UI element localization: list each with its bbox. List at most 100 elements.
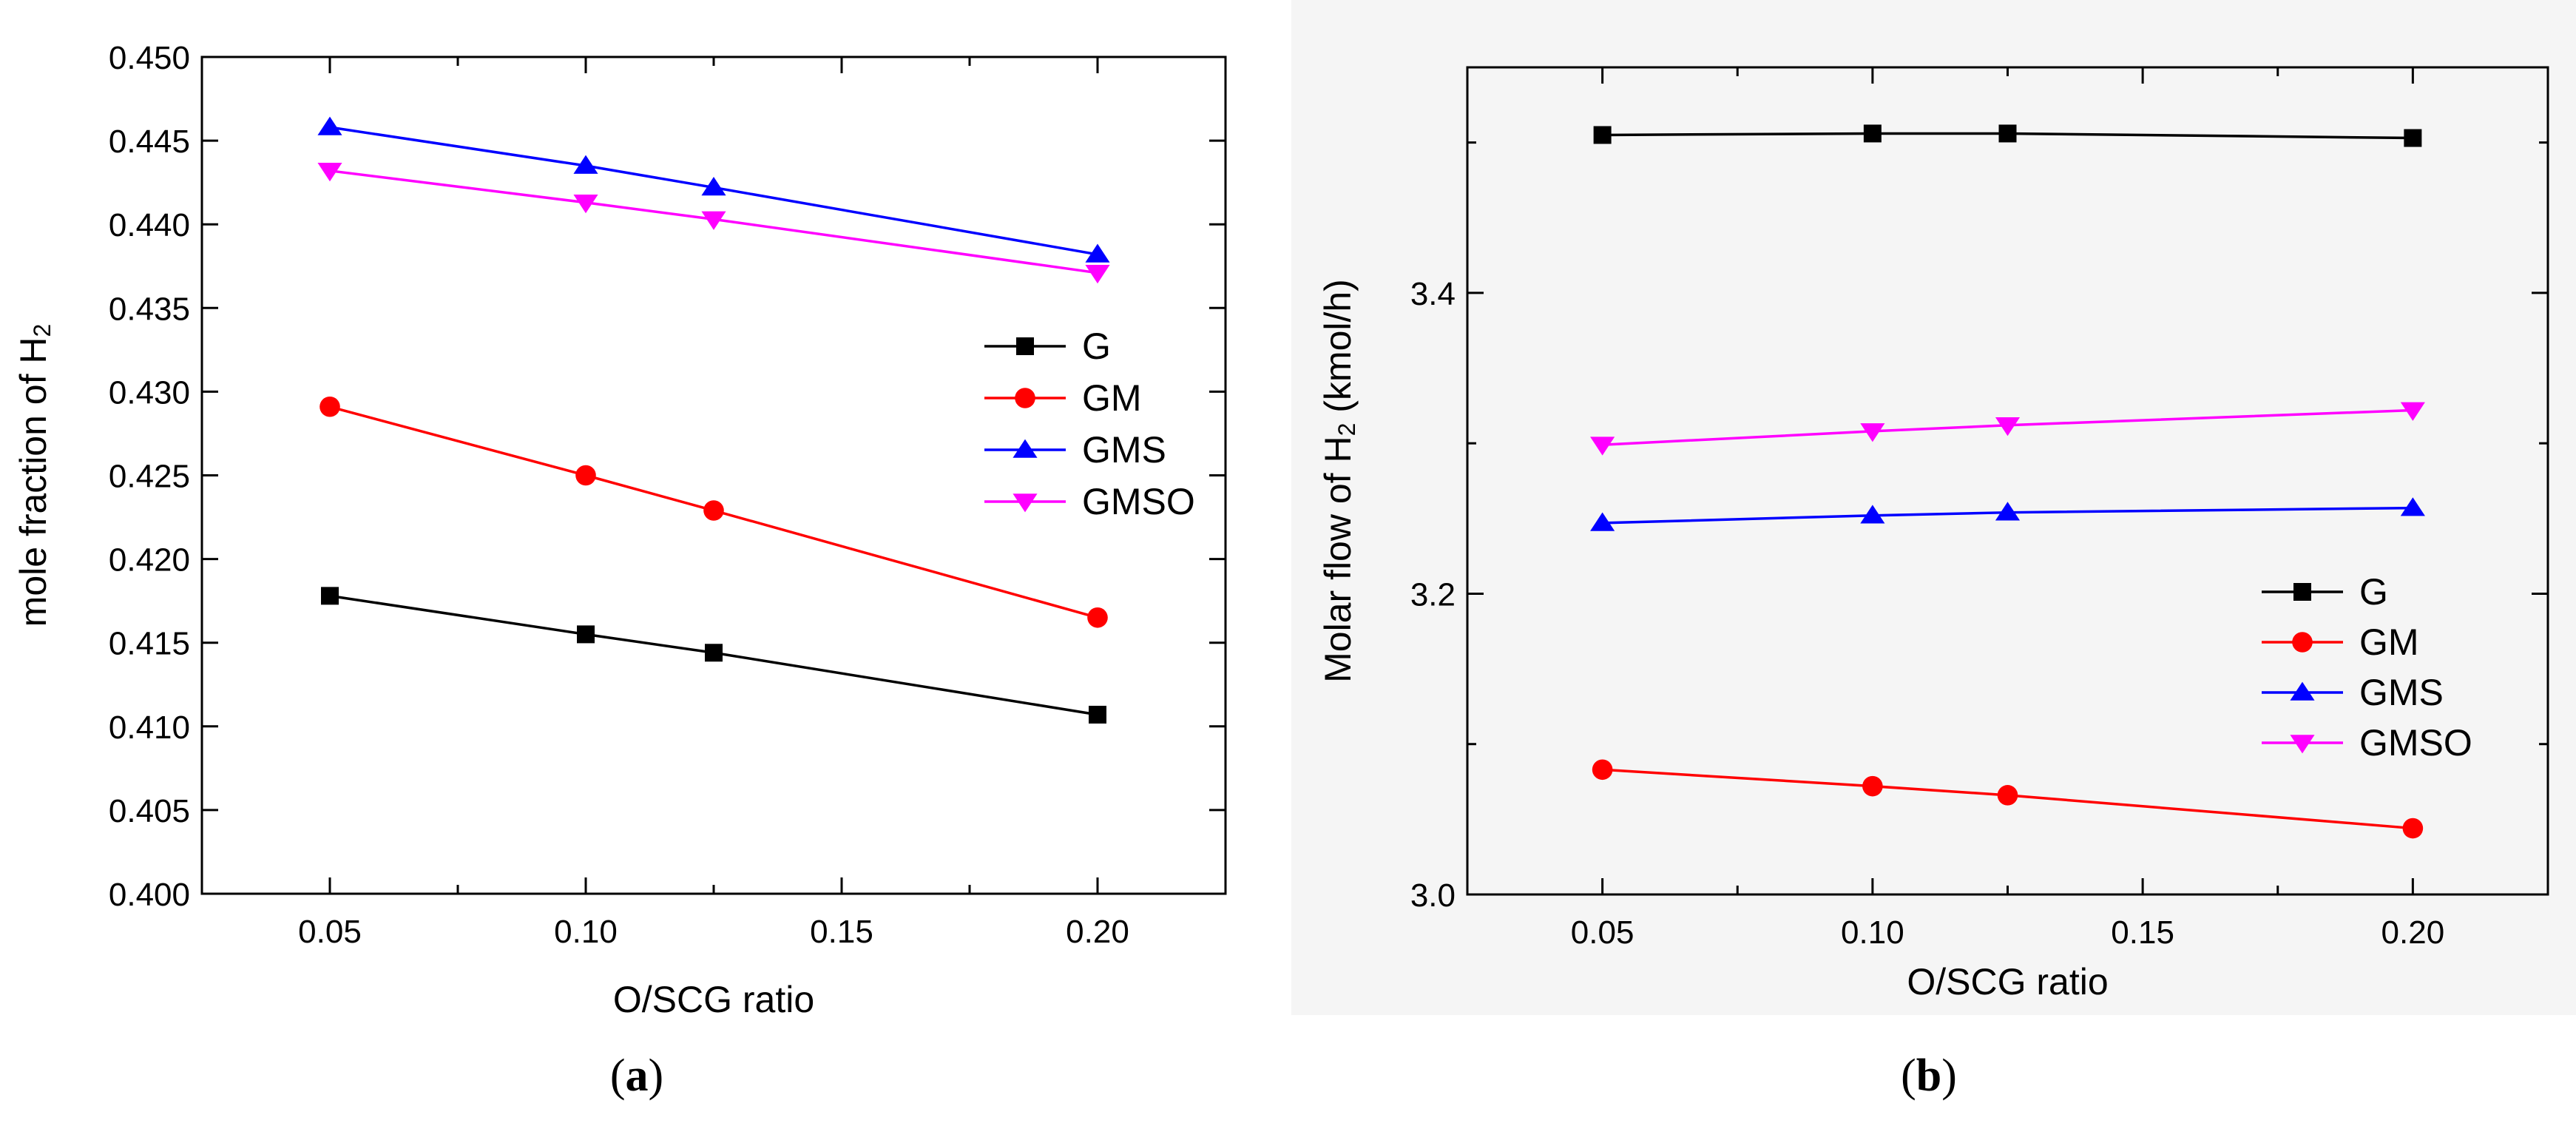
panel-a-point-gms [573, 155, 598, 174]
panel-a-point-gmso [1085, 264, 1110, 284]
panel-b-ticks: 3.0 3.2 3.4 0.05 0.10 0.15 0.20 [1410, 67, 2548, 951]
panel-a-y-tick-label: 0.430 [109, 374, 190, 411]
panel-b-series-line-g [1602, 132, 2413, 140]
panel-b-point-gmso [1995, 417, 2021, 437]
panel-b-legend-marker-gmso [2290, 735, 2315, 754]
panel-b-legend-label-g: G [2359, 571, 2388, 613]
panel-b-point-g [1863, 124, 1882, 143]
panel-a-legend: G GM GMS GMSO [984, 326, 1195, 522]
panel-b-y-axis-label-subscript: 2 [1333, 423, 1360, 437]
panel-b-x-axis-label: O/SCG ratio [1907, 961, 2108, 1002]
panel-a-y-tick-label: 0.445 [109, 124, 190, 160]
panel-a-y-tick-label: 0.425 [109, 459, 190, 495]
panel-b-point-gms [1590, 512, 1615, 531]
panel-b-series-lines [1602, 132, 2413, 830]
panel-a-legend-label-gms: GMS [1082, 429, 1166, 471]
panel-b-legend-label-gmso: GMSO [2359, 722, 2472, 764]
panel-b-x-tick-label: 0.10 [1841, 914, 1904, 951]
panel-a-point-g [321, 587, 339, 605]
panel-b-point-gms [2400, 497, 2425, 516]
panel-a-legend-label-gm: GM [1082, 377, 1142, 419]
panel-a-y-tick-label: 0.415 [109, 626, 190, 662]
panel-b-legend-label-gm: GM [2359, 621, 2419, 663]
panel-a-y-tick-label: 0.400 [109, 877, 190, 913]
panel-a-x-axis-label: O/SCG ratio [613, 979, 814, 1020]
panel-a-caption: (a) [610, 1051, 663, 1101]
panel-a-x-tick-label: 0.20 [1066, 914, 1129, 950]
panel-b-point-gmso [1860, 423, 1885, 442]
panel-a-legend-label-gmso: GMSO [1082, 481, 1195, 522]
panel-a-x-tick-label: 0.15 [810, 914, 873, 950]
panel-b-y-axis-label-suffix: (kmol/h) [1317, 279, 1359, 422]
panel-a-series-line-gm [329, 405, 1098, 619]
panel-a-y-tick-label: 0.420 [109, 542, 190, 579]
panel-a-point-gm [703, 500, 724, 521]
panel-a-y-tick-label: 0.410 [109, 710, 190, 746]
panel-a-point-gmso [317, 163, 342, 182]
panel-a-point-gm [320, 396, 340, 417]
panel-b-caption: (b) [1901, 1051, 1957, 1101]
panel-b-point-gmso [2400, 402, 2425, 421]
panel-b-y-axis-label: Molar flow of H2 (kmol/h) [1317, 279, 1360, 683]
panel-a-point-g [1089, 705, 1106, 724]
panel-a-markers [317, 116, 1110, 724]
panel-a-point-g [577, 625, 595, 644]
panel-b-plot-frame [1466, 66, 2549, 896]
panel-b-legend-marker-g [2293, 583, 2311, 601]
panel-b-series-line-gmso [1602, 408, 2413, 446]
panel-b-y-tick-label: 3.0 [1410, 877, 1456, 914]
panel-b-series-line-gms [1602, 506, 2413, 525]
chart-panel-b: 3.0 3.2 3.4 0.05 0.10 0.15 0.20 G GM GMS GMSO O/S… [1291, 0, 2576, 1101]
panel-a-point-gms [317, 116, 342, 135]
panel-a-series-lines [329, 126, 1098, 716]
panel-b-point-g [1593, 126, 1612, 144]
panel-a-series-line-gmso [329, 169, 1098, 274]
panel-b-x-tick-label: 0.20 [2381, 914, 2445, 951]
panel-b-point-gm [2402, 818, 2424, 839]
panel-b-y-tick-label: 3.2 [1410, 576, 1456, 613]
panel-a-x-tick-label: 0.10 [554, 914, 618, 950]
panel-b-caption-letter: b [1916, 1051, 1941, 1101]
panel-a-legend-marker-gmso [1013, 493, 1038, 513]
panel-b-point-g [1998, 124, 2017, 143]
panel-a-point-gmso [573, 194, 598, 214]
panel-b-legend-label-gms: GMS [2359, 672, 2444, 713]
panel-b-x-tick-label: 0.05 [1571, 914, 1634, 951]
panel-b-y-axis-label-main: Molar flow of H [1317, 436, 1359, 682]
panel-b-point-g [2404, 129, 2422, 147]
panel-a-y-tick-label: 0.435 [109, 291, 190, 327]
panel-a-point-gm [575, 465, 596, 486]
panel-b-legend-marker-gm [2292, 632, 2313, 653]
panel-a-legend-marker-gm [1015, 388, 1035, 408]
panel-a-ticks: 0.400 0.405 0.410 0.415 0.420 0.425 0.430 0.435… [109, 40, 1226, 950]
panel-b-x-tick-label: 0.15 [2111, 914, 2174, 951]
panel-a-point-gmso [701, 211, 726, 230]
panel-a-point-g [705, 644, 723, 662]
panel-b-point-gm [1862, 775, 1883, 797]
panel-a-series-line-gms [329, 126, 1098, 256]
panel-b-legend: G GM GMS GMSO [2262, 571, 2472, 764]
panel-a-point-gms [701, 177, 726, 196]
panel-a-legend-marker-g [1016, 337, 1034, 355]
panel-b-legend-marker-gms [2290, 681, 2315, 701]
panel-b-point-gm [1592, 759, 1613, 781]
panel-a-y-tick-label: 0.450 [109, 40, 190, 76]
panel-b-y-tick-label: 3.4 [1410, 276, 1456, 312]
panel-a-legend-marker-gms [1013, 439, 1038, 458]
panel-a-plot-frame [200, 55, 1227, 895]
panel-a-series-line-g [329, 594, 1098, 716]
panel-a-point-gm [1087, 607, 1108, 628]
panel-a-y-axis-label: mole fraction of H2 [13, 324, 55, 627]
panel-b-point-gm [1997, 785, 2018, 806]
panel-a-x-tick-label: 0.05 [298, 914, 362, 950]
panel-a-y-tick-label: 0.405 [109, 793, 190, 829]
panel-a-point-gms [1085, 243, 1110, 263]
panel-b-point-gms [1860, 505, 1885, 524]
panel-b-series-line-gm [1602, 768, 2413, 830]
panel-a-y-axis-label-subscript: 2 [29, 324, 55, 337]
panel-b-point-gms [1995, 502, 2021, 521]
chart-panel-a: 0.400 0.405 0.410 0.415 0.420 0.425 0.430 0.435… [0, 0, 1259, 1101]
panel-b-markers [1590, 124, 2425, 839]
panel-a-y-axis-label-main: mole fraction of H [13, 337, 54, 627]
